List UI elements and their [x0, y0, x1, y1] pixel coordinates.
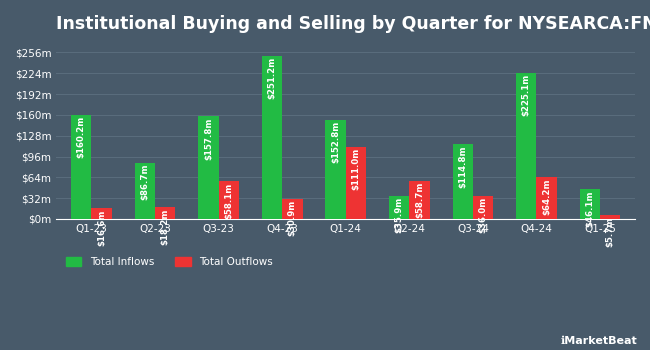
Bar — [218, 181, 239, 219]
Bar — [536, 177, 557, 219]
Legend: Total Inflows, Total Outflows: Total Inflows, Total Outflows — [62, 252, 277, 271]
Bar — [473, 196, 493, 219]
Text: $160.2m: $160.2m — [77, 116, 86, 158]
Bar — [516, 72, 536, 219]
Bar — [92, 208, 112, 219]
Text: $18.2m: $18.2m — [161, 209, 170, 245]
Text: $30.9m: $30.9m — [288, 200, 297, 236]
Bar — [600, 215, 620, 219]
Text: $16.6m: $16.6m — [97, 209, 106, 246]
Bar — [452, 144, 473, 219]
Bar — [262, 56, 282, 219]
Bar — [198, 116, 218, 219]
Bar — [580, 189, 600, 219]
Bar — [135, 163, 155, 219]
Bar — [346, 147, 366, 219]
Text: $114.8m: $114.8m — [458, 146, 467, 188]
Text: ℹMarketBeat: ℹMarketBeat — [560, 336, 637, 346]
Bar — [389, 196, 410, 219]
Text: $111.0m: $111.0m — [352, 148, 360, 190]
Text: $58.7m: $58.7m — [415, 182, 424, 218]
Bar — [282, 199, 302, 219]
Text: $64.2m: $64.2m — [542, 178, 551, 215]
Text: $157.8m: $157.8m — [204, 118, 213, 160]
Text: Institutional Buying and Selling by Quarter for NYSEARCA:FNDE: Institutional Buying and Selling by Quar… — [57, 15, 650, 33]
Text: $86.7m: $86.7m — [140, 164, 150, 201]
Bar — [155, 207, 176, 219]
Text: $46.1m: $46.1m — [586, 190, 594, 227]
Bar — [71, 115, 92, 219]
Text: $58.1m: $58.1m — [224, 182, 233, 219]
Text: $152.8m: $152.8m — [331, 121, 340, 163]
Text: $225.1m: $225.1m — [522, 74, 531, 116]
Bar — [410, 181, 430, 219]
Text: $35.9m: $35.9m — [395, 197, 404, 233]
Text: $251.2m: $251.2m — [268, 57, 276, 99]
Text: $36.0m: $36.0m — [478, 197, 488, 233]
Text: $5.7m: $5.7m — [606, 217, 615, 247]
Bar — [326, 120, 346, 219]
